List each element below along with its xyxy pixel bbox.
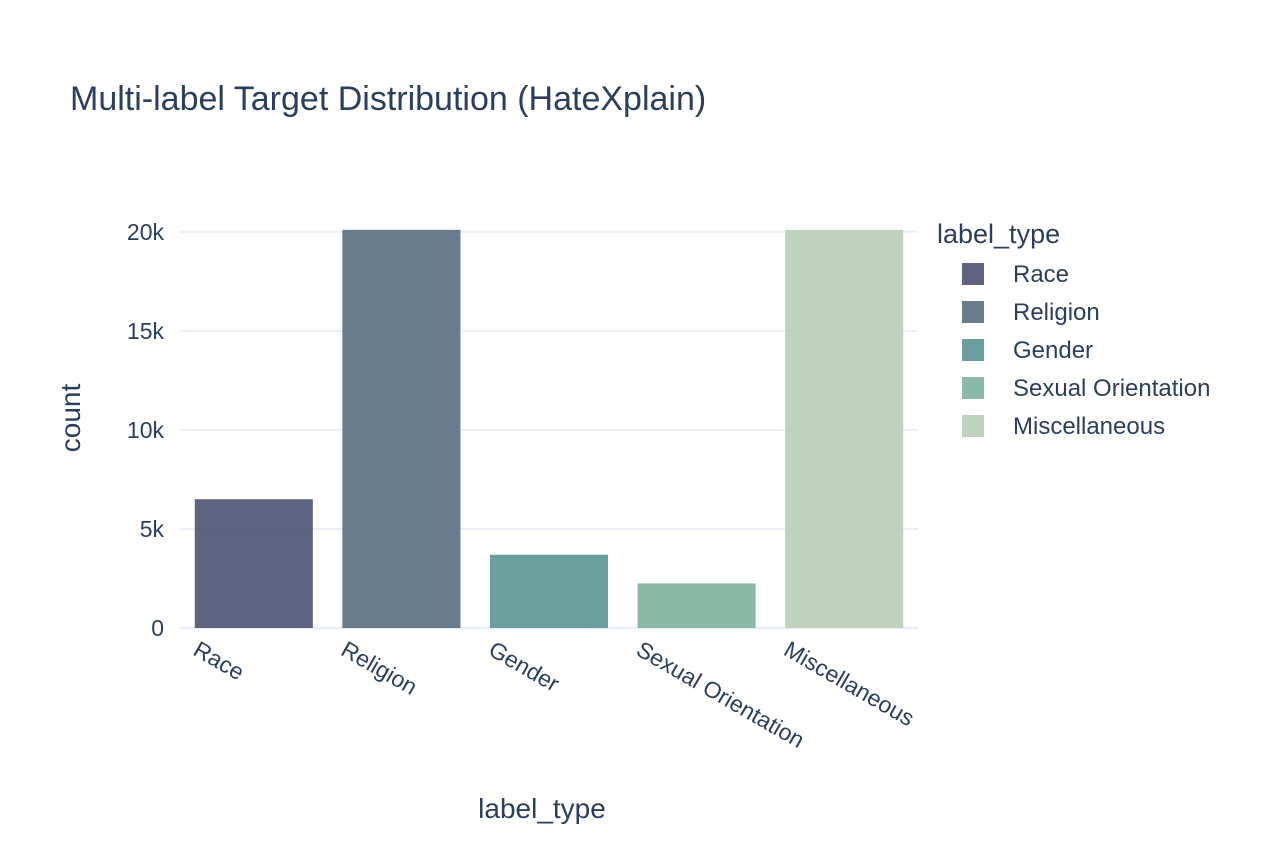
y-tick-label: 20k	[127, 219, 165, 245]
bar-gender	[489, 554, 609, 628]
legend-entry: Race	[1013, 261, 1069, 288]
bar-race	[194, 499, 313, 628]
legend-swatch	[962, 377, 984, 399]
y-tick-label: 15k	[127, 318, 165, 344]
bars	[194, 229, 904, 629]
y-tick-label: 10k	[127, 417, 165, 443]
legend-swatch	[962, 301, 984, 323]
legend-swatch	[962, 263, 984, 285]
bar-miscellaneous	[785, 229, 904, 629]
legend-entry: Sexual Orientation	[1013, 375, 1210, 402]
y-tick-label: 0	[151, 615, 164, 641]
x-tick-label: Miscellaneous	[780, 636, 919, 731]
legend-title: label_type	[937, 219, 1060, 249]
x-tick-label: Religion	[337, 636, 422, 700]
x-tick-label: Gender	[485, 636, 565, 697]
legend-entry: Miscellaneous	[1013, 413, 1165, 440]
bar-religion	[342, 229, 461, 629]
legend: label_type Race Religion Gender Sexual Orie…	[937, 219, 1210, 440]
legend-items: Race Religion Gender Sexual Orientation Misc…	[962, 261, 1210, 440]
y-axis-title: count	[55, 384, 86, 453]
chart-title: Multi-label Target Distribution (HateXpl…	[70, 80, 706, 118]
x-tick-label: Race	[189, 636, 249, 685]
x-axis-ticks: Race Religion Gender Sexual OrientationMisc…	[189, 636, 919, 753]
legend-entry: Religion	[1013, 299, 1100, 326]
bar-sexual-orientation	[637, 583, 756, 628]
y-tick-label: 5k	[140, 516, 165, 542]
x-axis-title: label_type	[478, 793, 606, 824]
legend-entry: Gender	[1013, 337, 1093, 364]
legend-swatch	[962, 415, 984, 437]
y-axis-ticks: 0 5k 10k 15k 20k	[127, 219, 165, 641]
legend-swatch	[962, 339, 984, 361]
